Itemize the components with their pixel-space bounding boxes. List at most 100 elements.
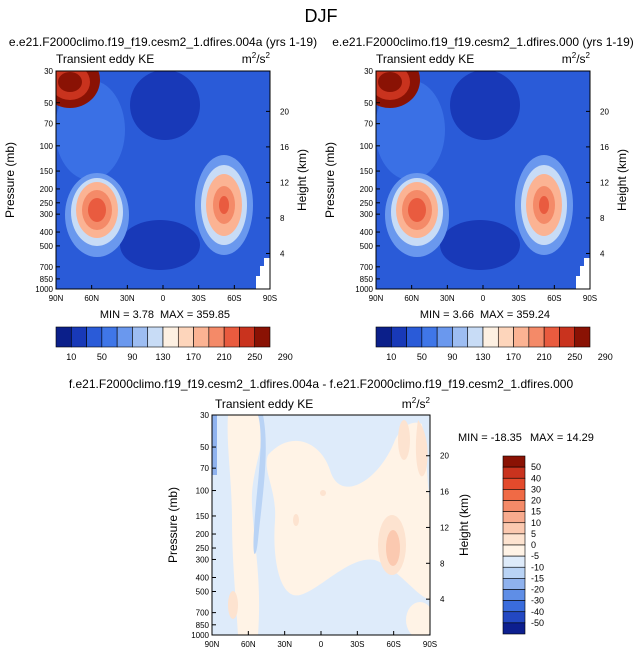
panel-diff-ytick-right-label-4: 4 <box>440 595 445 604</box>
panel-diff-colorbar-swatch-14 <box>502 611 526 624</box>
panel-diff-colorbar-label-8: -5 <box>531 551 539 561</box>
panel-004a-xtick-label-90N: 90N <box>49 294 64 303</box>
panel-000-colorbar-swatch-2 <box>406 326 423 348</box>
panel-diff-ytick-right-label-20: 20 <box>440 452 449 461</box>
panel-diff-colorbar-label-7: 0 <box>531 540 536 550</box>
panel-diff-colorbar-label-14: -50 <box>531 618 544 628</box>
panel-000-ytick-label-200: 200 <box>360 185 374 194</box>
panel-000-ytick-label-500: 500 <box>360 242 374 251</box>
panel-004a-colorbar-swatch-2 <box>86 326 103 348</box>
panel-diff-colorbar-swatch-6 <box>502 522 526 535</box>
panel-000-title: e.e21.F2000climo.f19_f19.cesm2_1.dfires.… <box>332 35 634 49</box>
panel-000-ytick-label-1000: 1000 <box>355 285 373 294</box>
panel-000-xtick-label-90N: 90N <box>369 294 384 303</box>
panel-diff-colorbar-swatch-15 <box>502 622 526 635</box>
panel-diff-ylabel-right: Height (km) <box>457 494 471 556</box>
panel-diff-positive-region-1 <box>227 415 264 635</box>
panel-004a-xtick-label-30N: 30N <box>120 294 135 303</box>
panel-diff-colorbar-label-10: -15 <box>531 573 544 583</box>
panel-diff-ytick-label-100: 100 <box>196 487 210 496</box>
panel-diff-positive-core-4 <box>293 514 299 526</box>
panel-diff-min: MIN = -18.35 <box>458 432 522 444</box>
panel-diff-colorbar-swatch-11 <box>502 578 526 590</box>
panel-000-colorbar-swatch-10 <box>528 326 545 348</box>
panel-000-weak-region-1 <box>450 71 520 140</box>
panel-000-colorbar-label-5: 210 <box>537 352 552 362</box>
panel-004a-colorbar-swatch-10 <box>208 326 225 348</box>
panel-diff-xtick-label-30S: 30S <box>350 640 364 649</box>
panel-diff-ytick-label-300: 300 <box>196 555 210 564</box>
panel-000-xtick-label-60S: 60S <box>547 294 561 303</box>
panel-004a-ytick-label-50: 50 <box>44 99 53 108</box>
panel-diff-colorbar-swatch-3 <box>502 489 526 501</box>
panel-004a-colorbar-swatch-13 <box>254 326 271 348</box>
panel-diff-xtick-label-90S: 90S <box>423 640 437 649</box>
panel-000-surface-mask <box>576 258 590 289</box>
panel-diff-colorbar-label-3: 20 <box>531 496 541 506</box>
panel-004a-ytick-label-150: 150 <box>40 167 54 176</box>
panel-004a-ytick-right-label-4: 4 <box>280 249 285 258</box>
panel-diff-field <box>212 415 430 635</box>
panel-diff-ytick-label-30: 30 <box>200 411 209 420</box>
panel-000-colorbar-swatch-8 <box>497 326 514 348</box>
panel-diff-xtick-label-30N: 30N <box>277 640 292 649</box>
panel-diff-positive-core-3 <box>398 420 410 460</box>
panel-difference: f.e21.F2000climo.f19_f19.cesm2_1.dfires.… <box>69 377 594 649</box>
panel-004a-xtick-label-60S: 60S <box>227 294 241 303</box>
panel-000-xtick-label-30S: 30S <box>512 294 526 303</box>
panel-000-ytick-right-label-16: 16 <box>600 143 609 152</box>
panel-diff-colorbar-label-0: 50 <box>531 462 541 472</box>
panel-000-ytick-label-70: 70 <box>364 120 373 129</box>
panel-004a: e.e21.F2000climo.f19_f19.cesm2_1.dfires.… <box>3 35 317 362</box>
panel-000-units: m2/s2 <box>562 51 591 66</box>
panel-004a-nh-storm-track <box>65 173 129 257</box>
panel-004a-ytick-label-70: 70 <box>44 120 53 129</box>
panel-diff-polar-negative <box>212 415 217 475</box>
panel-diff-colorbar-swatch-4 <box>502 500 526 512</box>
panel-000-ytick-right-label-20: 20 <box>600 107 609 116</box>
panel-diff-colorbar-swatch-12 <box>502 589 526 601</box>
panel-diff-colorbar-label-2: 30 <box>531 484 541 494</box>
panel-diff-colorbar-swatch-10 <box>502 566 526 579</box>
panel-000-ylabel: Pressure (mb) <box>323 142 337 218</box>
panel-diff-colorbar-label-9: -10 <box>531 562 544 572</box>
panel-000-colorbar-label-7: 290 <box>598 352 613 362</box>
panel-000-ytick-right-label-4: 4 <box>600 249 605 258</box>
panel-004a-colorbar-label-5: 210 <box>217 352 232 362</box>
panel-diff-title: f.e21.F2000climo.f19_f19.cesm2_1.dfires.… <box>69 377 574 391</box>
figure-title: DJF <box>305 6 338 26</box>
panel-004a-colorbar-swatch-0 <box>55 326 72 348</box>
panel-004a-units: m2/s2 <box>242 51 271 66</box>
panel-diff-ytick-right-label-8: 8 <box>440 559 445 568</box>
panel-diff-colorbar-swatch-2 <box>502 477 526 490</box>
panel-diff-colorbar-swatch-8 <box>502 544 526 557</box>
panel-diff-colorbar-label-1: 40 <box>531 473 541 483</box>
panel-000-colorbar-swatch-4 <box>436 326 453 348</box>
panel-diff-ytick-label-1000: 1000 <box>191 631 209 640</box>
panel-000-ytick-label-150: 150 <box>360 167 374 176</box>
panel-004a-colorbar-label-7: 290 <box>278 352 293 362</box>
panel-004a-ytick-label-30: 30 <box>44 67 53 76</box>
panel-004a-colorbar-swatch-5 <box>132 326 149 348</box>
panel-004a-colorbar: 10 50 90 130 170 210 250 290 <box>55 326 293 362</box>
panel-diff-negative-band <box>253 415 266 554</box>
panel-000-colorbar-swatch-1 <box>390 326 407 348</box>
panel-004a-colorbar-label-2: 90 <box>127 352 137 362</box>
panel-diff-positive-core-5 <box>320 490 326 496</box>
panel-000-jet-peak-inner <box>378 72 402 92</box>
panel-diff-colorbar-label-6: 5 <box>531 529 536 539</box>
panel-diff-colorbar-swatch-0 <box>502 455 526 468</box>
panel-diff-positive-region-4 <box>228 591 238 619</box>
panel-diff-colorbar-label-11: -20 <box>531 585 544 595</box>
panel-diff-positive-core-2 <box>386 530 400 566</box>
panel-000-xtick-label-30N: 30N <box>440 294 455 303</box>
panel-004a-ytick-label-200: 200 <box>40 185 54 194</box>
panel-diff-colorbar-label-4: 15 <box>531 507 541 517</box>
panel-000-colorbar-label-3: 130 <box>475 352 490 362</box>
panel-004a-surface-mask <box>256 258 270 289</box>
panel-000-subtitle: Transient eddy KE <box>376 52 474 66</box>
panel-000: e.e21.F2000climo.f19_f19.cesm2_1.dfires.… <box>323 35 634 362</box>
panel-000-colorbar-swatch-11 <box>543 326 560 348</box>
panel-004a-xtick-label-0: 0 <box>161 294 166 303</box>
panel-004a-ytick-label-100: 100 <box>40 142 54 151</box>
